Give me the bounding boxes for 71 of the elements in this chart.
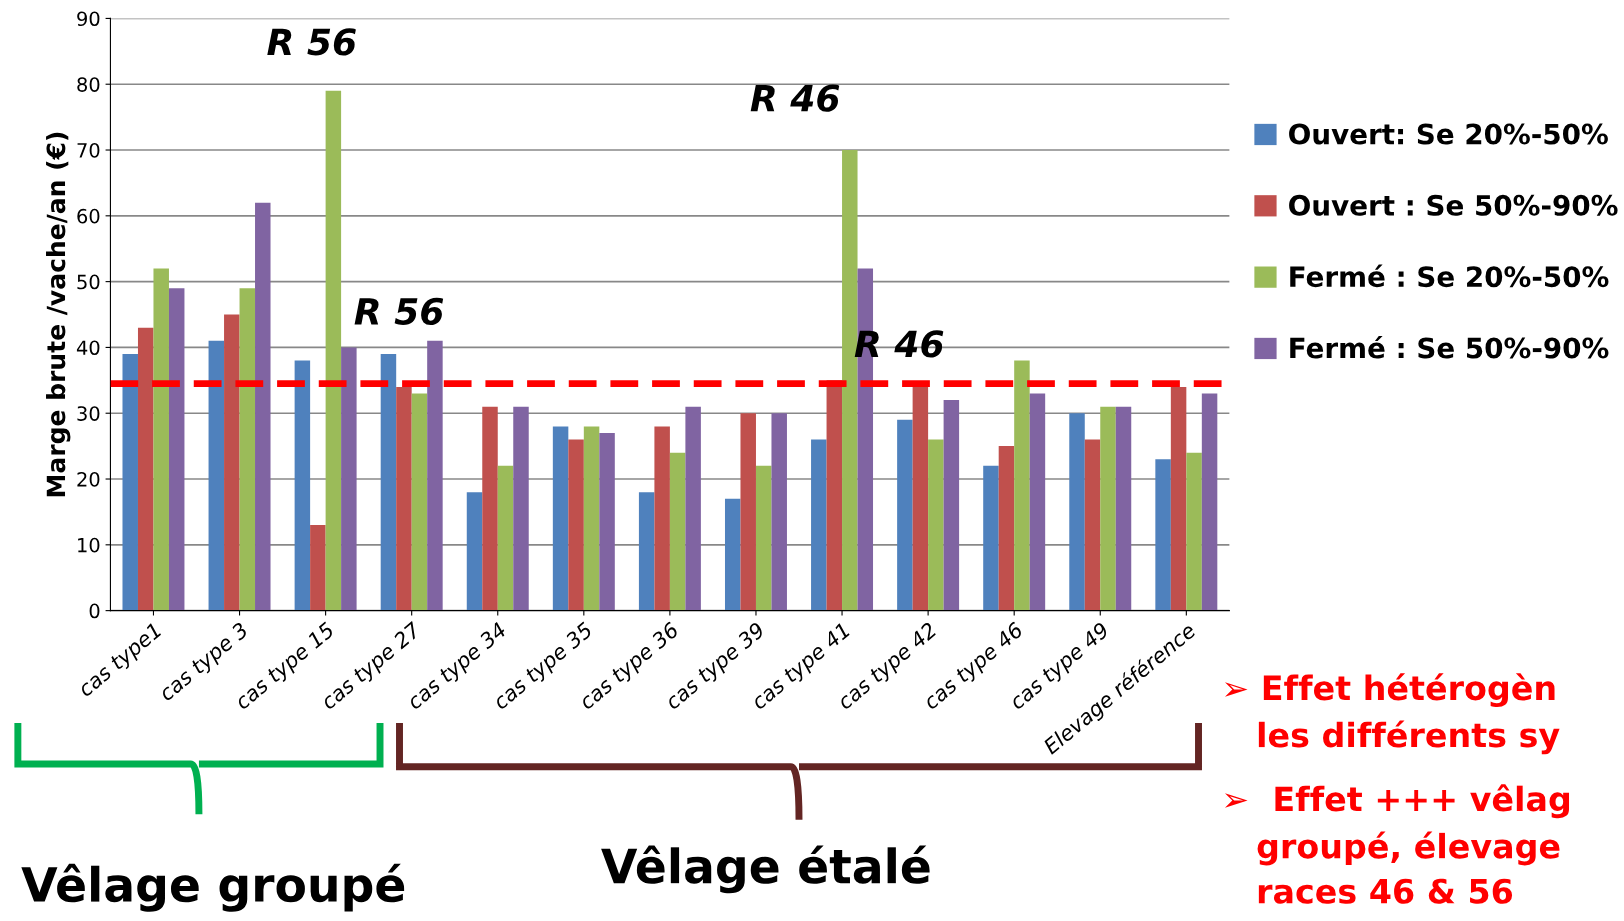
bar <box>255 202 271 611</box>
bar <box>1201 393 1218 611</box>
bar <box>1014 360 1030 611</box>
y-axis-title: Marge brute /vache/an (€) <box>46 132 71 497</box>
legend-label: Fermé : Se 50%-90% <box>1290 335 1609 359</box>
bar <box>638 492 655 611</box>
bar <box>224 314 240 611</box>
bar <box>568 439 584 611</box>
bar <box>1069 413 1085 611</box>
bar <box>208 340 225 611</box>
bar <box>724 498 741 611</box>
y-tick-label: 10 <box>78 537 100 553</box>
bar <box>427 340 443 611</box>
bar <box>1084 439 1101 611</box>
legend-label: Fermé : Se 20%-50% <box>1290 264 1609 288</box>
bar <box>943 400 960 611</box>
text: Vêlage étalé <box>601 845 930 894</box>
legend-label: Ouvert : Se 50%-90% <box>1289 194 1618 216</box>
bar <box>583 426 600 611</box>
bar <box>122 354 138 611</box>
y-tick-label: 40 <box>76 340 100 356</box>
bar <box>137 327 154 611</box>
bar <box>396 386 412 611</box>
bar <box>466 492 483 611</box>
text: ➢ Effet hétérogèn les différents sy <box>1224 673 1560 755</box>
bar <box>755 465 772 611</box>
annotation: R 56 <box>267 28 356 56</box>
bar <box>482 406 498 611</box>
bar <box>310 525 326 611</box>
bar <box>380 354 397 611</box>
bar <box>771 413 787 611</box>
bar <box>411 393 428 611</box>
y-tick-label: 90 <box>77 11 100 27</box>
y-tick-label: 0 <box>89 603 100 619</box>
bar <box>1115 406 1132 611</box>
bar <box>294 360 311 611</box>
bar <box>897 419 913 611</box>
bar <box>497 465 514 611</box>
y-tick-label: 60 <box>77 208 100 224</box>
y-tick-label: 80 <box>77 77 100 92</box>
bar <box>928 439 944 611</box>
annotation: R 46 <box>750 84 840 112</box>
bar <box>153 268 169 611</box>
y-tick-label: 20 <box>77 471 100 487</box>
bar <box>552 426 569 611</box>
bar <box>998 446 1015 611</box>
y-tick-label: 30 <box>77 406 100 421</box>
legend-label: Ouvert: Se 20%-50% <box>1289 123 1608 145</box>
y-tick-label: 50 <box>77 274 100 290</box>
bar <box>341 347 357 611</box>
bar <box>325 90 342 611</box>
bar <box>513 406 529 611</box>
bar <box>740 413 756 611</box>
bar <box>1170 386 1187 611</box>
bar <box>811 439 827 611</box>
bar <box>669 452 686 611</box>
bar <box>599 432 615 611</box>
y-tick-label: 70 <box>77 142 100 158</box>
bar <box>1155 459 1171 611</box>
bar <box>912 386 929 611</box>
bar <box>983 465 999 611</box>
bar <box>1029 393 1046 611</box>
text: ➢ Effet +++ vêlag groupé, élevage races 46 & 56 <box>1224 784 1570 904</box>
bar <box>1186 452 1202 611</box>
bar <box>168 288 185 611</box>
bar <box>654 426 670 611</box>
bar <box>239 288 256 611</box>
text: Vêlage groupé <box>21 863 405 912</box>
annotation: R 56 <box>354 297 444 326</box>
bar <box>685 406 701 611</box>
bar <box>1100 406 1116 611</box>
